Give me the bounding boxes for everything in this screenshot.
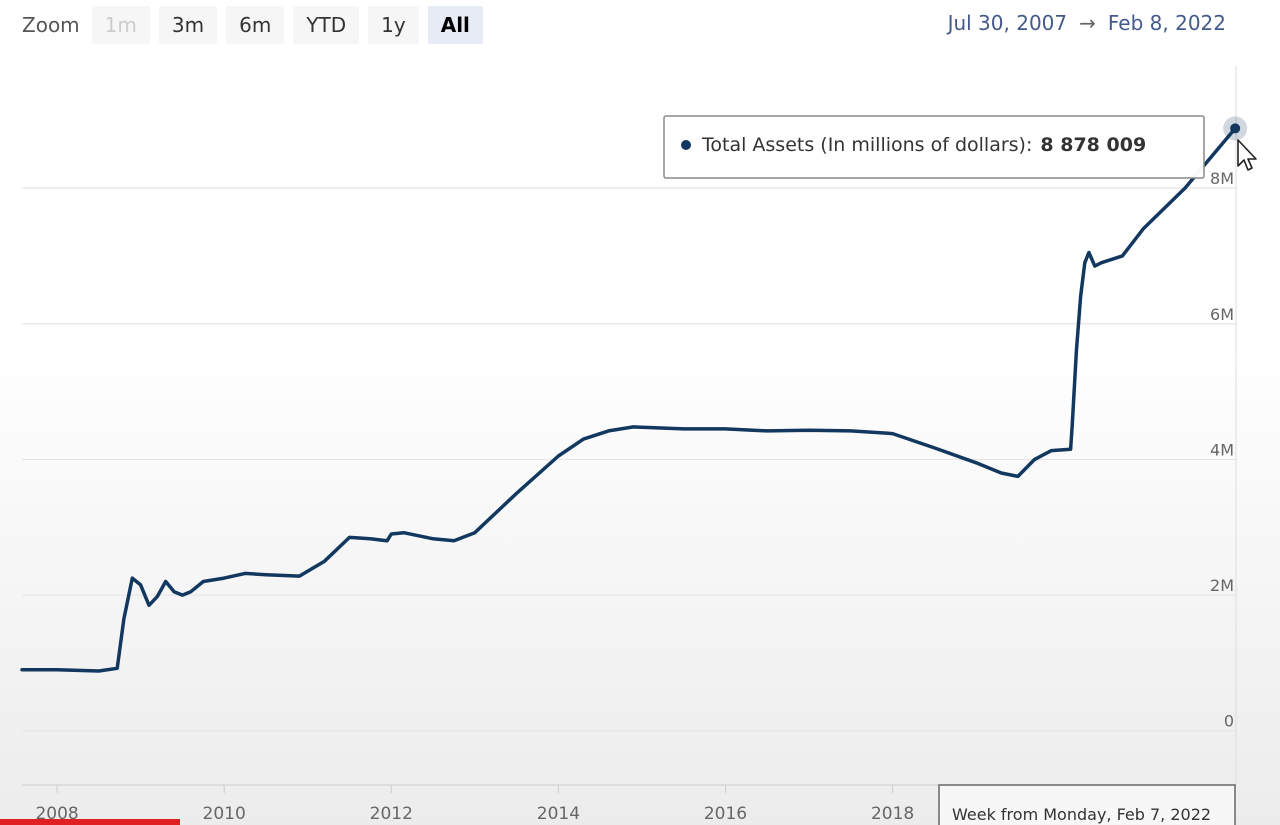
mouse-cursor-icon — [1237, 139, 1257, 171]
zoom-1y-button[interactable]: 1y — [368, 6, 419, 44]
zoom-toolbar: Zoom 1m 3m 6m YTD 1y All — [22, 5, 492, 45]
tooltip-box — [663, 115, 1205, 179]
range-to[interactable]: Feb 8, 2022 — [1107, 11, 1226, 35]
y-tick-label: 2M — [1210, 576, 1234, 595]
zoom-3m-button[interactable]: 3m — [158, 6, 218, 44]
zoom-1m-button[interactable]: 1m — [91, 6, 150, 44]
grid-lines — [22, 187, 1236, 732]
x-tooltip-label: Week from Monday, Feb 7, 2022 — [952, 805, 1211, 824]
range-from[interactable]: Jul 30, 2007 — [947, 11, 1068, 35]
range-arrow: → — [1079, 11, 1096, 35]
tooltip-series-dot — [681, 140, 691, 150]
tooltip-series-label: Total Assets (In millions of dollars): 8 … — [701, 134, 1146, 156]
y-axis-ticks: 0 2M 4M 6M 8M — [1210, 169, 1234, 731]
zoom-ytd-button[interactable]: YTD — [293, 6, 360, 44]
tooltip: Total Assets (In millions of dollars): 8 … — [663, 115, 1205, 179]
y-tick-label: 8M — [1210, 169, 1234, 188]
x-tick-label: 2018 — [871, 804, 914, 824]
x-tooltip: Week from Monday, Feb 7, 2022 — [938, 784, 1236, 825]
x-tooltip-box — [938, 784, 1236, 825]
x-tick-label: 2014 — [537, 804, 580, 824]
y-tick-label: 4M — [1210, 440, 1234, 459]
x-tick-label: 2010 — [203, 804, 246, 824]
video-progress-bar[interactable] — [0, 819, 180, 825]
x-tick-label: 2016 — [704, 804, 747, 824]
x-tick-label: 2012 — [370, 804, 413, 824]
y-tick-label: 6M — [1210, 305, 1234, 324]
y-tick-label: 0 — [1224, 712, 1234, 731]
date-range: Jul 30, 2007 → Feb 8, 2022 — [948, 11, 1226, 35]
zoom-6m-button[interactable]: 6m — [226, 6, 285, 44]
total-assets-series-line[interactable] — [20, 126, 1237, 673]
zoom-all-button[interactable]: All — [427, 6, 483, 44]
zoom-label: Zoom — [22, 13, 80, 37]
hover-point-marker[interactable] — [1230, 123, 1241, 134]
